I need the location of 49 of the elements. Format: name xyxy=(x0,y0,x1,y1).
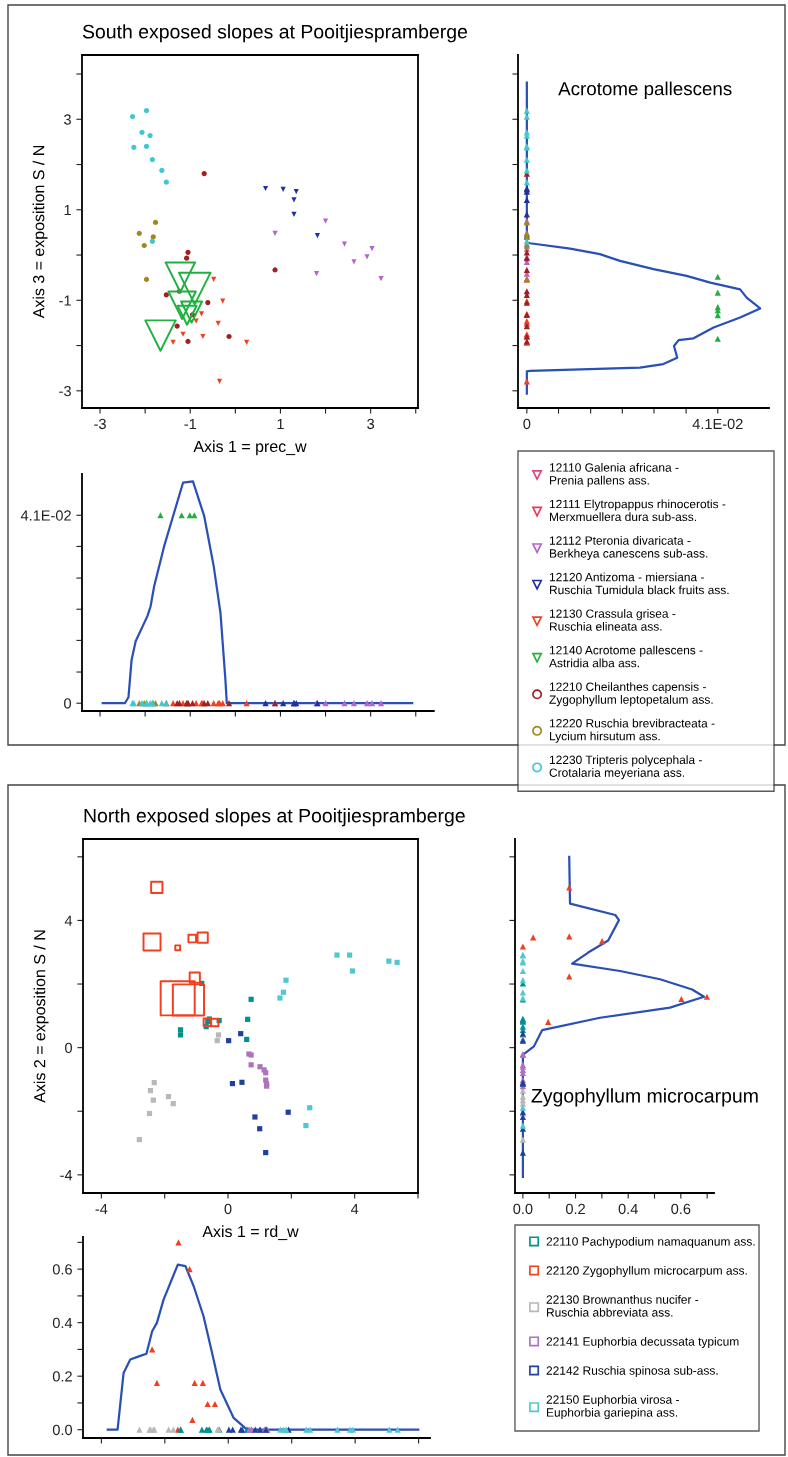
y-tick-label: -1 xyxy=(59,295,71,306)
legend-label: 12120 Antizoma - miersiana - Ruschia Tumidula black fruits ass. xyxy=(549,572,729,595)
y-tick-label: 4.1E-02 xyxy=(20,510,71,521)
legend-label: 22120 Zygophyllum microcarpum ass. xyxy=(546,1265,747,1278)
x-tick-label: 4 xyxy=(350,1203,359,1214)
x-tick-label: -4 xyxy=(95,1203,108,1214)
y-tick-label: 4 xyxy=(64,915,73,926)
y-tick-label: -4 xyxy=(60,1170,73,1181)
legend-label: 12130 Crassula grisea - Ruschia elineata ass. xyxy=(549,609,676,631)
y-tick-label: 0.2 xyxy=(52,1371,72,1382)
legend-label: 22110 Pachypodium namaquanum ass. xyxy=(546,1236,755,1249)
x-tick-label: 0.2 xyxy=(565,1203,585,1215)
y-tick-label: 0.0 xyxy=(52,1424,73,1436)
y-tick-label: 1 xyxy=(64,205,71,216)
x-tick-label: 0 xyxy=(224,1203,232,1215)
chart-title: South exposed slopes at Pooitjiespramberge xyxy=(82,24,468,43)
legend-label: 22150 Euphorbia virosa - Euphorbia gariepina ass. xyxy=(546,1395,679,1420)
x-tick-label: -3 xyxy=(94,418,106,430)
legend-label: 12140 Acrotome pallescens - Astridia alba ass. xyxy=(549,645,703,668)
y-axis-title: Axis 2 = exposition S / N xyxy=(33,930,49,1103)
y-tick-label: 0.6 xyxy=(52,1264,72,1275)
x-axis-title: Axis 1 = prec_w xyxy=(193,440,307,456)
y-tick-label: 0.4 xyxy=(52,1317,73,1329)
legend-label: 12210 Cheilanthes capensis - Zygophyllum leptopetalum ass. xyxy=(549,682,713,707)
x-tick-label: -1 xyxy=(184,418,197,429)
legend-label: 22130 Brownanthus nucifer - Ruschia abbreviata ass. xyxy=(546,1295,699,1317)
x-tick-label: 0.0 xyxy=(513,1203,533,1215)
x-tick-label: 3 xyxy=(367,418,375,430)
x-axis-title: Axis 1 = rd_w xyxy=(202,1225,299,1241)
annotation: Acrotome pallescens xyxy=(558,81,732,100)
x-tick-label: 0.6 xyxy=(671,1203,691,1215)
x-tick-label: 0 xyxy=(523,418,531,430)
y-tick-label: 0 xyxy=(65,1042,73,1054)
legend-label: 12111 Elytropappus rhinocerotis - Merxmuellera dura sub-ass. xyxy=(549,499,726,522)
legend-label: 12112 Pteronia divaricata - Berkheya canescens sub-ass. xyxy=(549,536,708,560)
legend-label: 12220 Ruschia brevibracteata - Lycium hirsutum ass. xyxy=(549,718,715,743)
x-tick-label: 4.1E-02 xyxy=(692,418,743,430)
x-tick-label: 0.4 xyxy=(618,1203,638,1215)
legend-label: 22142 Ruschia spinosa sub-ass. xyxy=(546,1365,718,1378)
y-tick-label: 3 xyxy=(64,114,71,125)
legend-label: 12230 Tripteris polycephala - Crotalaria meyeriana ass. xyxy=(549,755,702,780)
annotation: Zygophyllum microcarpum xyxy=(531,1088,758,1107)
legend-label: 12110 Galenia africana - Prenia pallens ass. xyxy=(549,462,679,487)
y-axis-title: Axis 3 = exposition S / N xyxy=(32,146,48,319)
y-tick-label: -3 xyxy=(59,385,71,397)
x-tick-label: 1 xyxy=(277,418,284,429)
chart-title: North exposed slopes at Pooitjiespramberge xyxy=(84,808,465,827)
legend-label: 22141 Euphorbia decussata typicum xyxy=(546,1336,739,1349)
y-tick-label: 0 xyxy=(64,698,72,709)
